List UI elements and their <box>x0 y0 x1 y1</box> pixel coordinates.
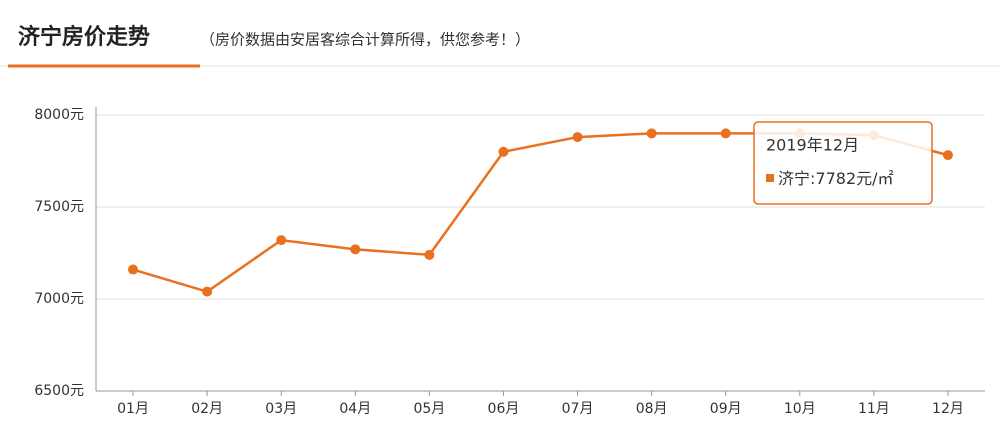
x-tick-label: 07月 <box>562 401 594 417</box>
tooltip-value: 济宁:7782元/㎡ <box>778 169 894 188</box>
x-tick-label: 05月 <box>413 401 445 417</box>
tooltip-swatch <box>766 174 774 182</box>
x-tick-label: 09月 <box>710 401 742 417</box>
page-title: 济宁房价走势 <box>18 24 150 50</box>
x-tick-label: 02月 <box>191 401 223 417</box>
x-tick-label: 06月 <box>488 401 520 417</box>
point <box>646 128 657 139</box>
point <box>720 128 731 139</box>
x-tick-label: 12月 <box>932 401 964 417</box>
x-tick-label: 01月 <box>117 401 149 417</box>
point <box>276 235 287 246</box>
x-tick-label: 03月 <box>265 401 297 417</box>
page-subtitle: （房价数据由安居客综合计算所得，供您参考！） <box>200 31 530 49</box>
x-tick-label: 11月 <box>858 401 890 417</box>
point <box>202 286 213 297</box>
tooltip-title: 2019年12月 <box>766 136 859 155</box>
tooltip-value-label: 7782元/㎡ <box>815 169 893 188</box>
point <box>498 146 509 157</box>
x-tick-label: 04月 <box>339 401 371 417</box>
x-tick-label: 10月 <box>784 401 816 417</box>
point <box>572 132 583 143</box>
point <box>424 249 435 260</box>
y-tick-label: 6500元 <box>34 383 84 399</box>
tooltip-box <box>753 121 933 205</box>
x-tick-label: 08月 <box>636 401 668 417</box>
tooltip-separator: : <box>810 169 815 188</box>
point <box>350 244 361 255</box>
y-tick-label: 7000元 <box>34 291 84 307</box>
point <box>128 264 139 275</box>
tooltip-series-name: 济宁 <box>778 169 810 188</box>
point <box>942 150 953 161</box>
y-tick-label: 8000元 <box>34 107 84 123</box>
y-tick-label: 7500元 <box>34 199 84 215</box>
